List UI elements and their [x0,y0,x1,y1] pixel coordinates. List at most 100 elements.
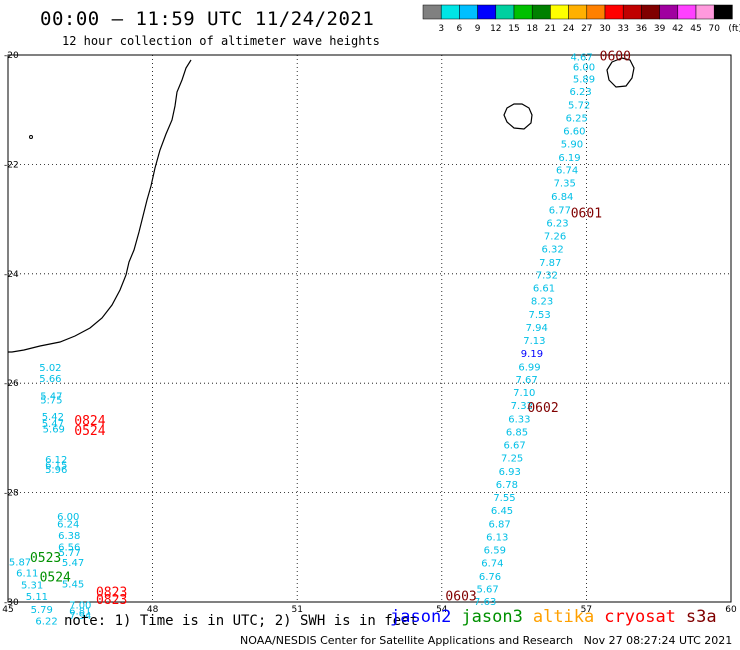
madagascar-coastline [8,59,192,353]
wave-height-value: 6.32 [542,245,564,256]
colorbar-label: 45 [690,24,701,34]
wave-height-value: 6.61 [533,284,555,295]
colorbar-swatch [677,4,697,20]
map-frame [7,54,732,603]
wave-height-value: 5.72 [568,100,590,111]
satellite-legend-altika: altika [532,607,595,627]
lat-tick-label: -30 [4,598,19,608]
colorbar-swatch [713,4,733,20]
wave-height-value: 9.19 [521,349,543,360]
colorbar-label: 3 [438,24,444,34]
wave-height-value: 6.67 [503,441,525,452]
wave-height-value: 6.12 [45,455,67,466]
footnote: note: 1) Time is in UTC; 2) SWH is in fe… [64,613,419,629]
colorbar-swatch [477,4,497,20]
colorbar-label: 36 [636,24,648,34]
colorbar-swatch [440,4,460,20]
wave-height-value: 6.56 [58,542,80,553]
colorbar-label: 12 [490,24,501,34]
small-island-outline [29,135,33,139]
wave-height-value: 6.93 [499,467,521,478]
wave-height-value: 7.63 [474,597,496,608]
colorbar-label: 39 [654,24,666,34]
wave-height-value: 8.23 [531,297,553,308]
wave-height-value: 5.96 [45,465,67,476]
pass-time-label: 0603 [445,590,476,605]
wave-height-value: 6.77 [549,205,571,216]
wave-height-value: 7.32 [536,270,558,281]
colorbar-swatch [622,4,642,20]
lon-tick-label: 54 [436,605,448,615]
lon-tick-label: 51 [291,605,302,615]
wave-height-value: 6.33 [508,414,530,425]
colorbar-swatch [513,4,533,20]
wave-height-value: 7.35 [554,179,576,190]
wave-height-value: 7.67 [515,375,537,386]
pass-time-label: 0602 [527,401,558,416]
lat-tick-label: -28 [4,489,19,499]
lat-tick-label: -26 [4,379,19,389]
wave-height-value: 7.25 [501,454,523,465]
pass-time-label: 0524 [74,424,105,439]
wave-height-value: 6.23 [569,87,591,98]
wave-height-value: 6.78 [496,480,518,491]
lon-tick-label: 60 [725,605,737,615]
wave-height-value: 7.32 [511,401,533,412]
wave-height-value: 6.84 [551,192,573,203]
satellite-legend-jason2: jason2 [390,607,452,627]
wave-height-value: 5.69 [43,425,65,436]
wave-height-value: 5.31 [21,581,43,592]
credit-line: NOAA/NESDIS Center for Satellite Applica… [240,634,733,647]
wave-height-value: 5.67 [476,584,498,595]
colorbar-label: 24 [563,24,575,34]
lon-tick-label: 57 [581,605,592,615]
wave-height-value: 5.77 [59,548,81,559]
wave-height-value: 5.75 [40,396,62,407]
wave-height-value: 6.85 [506,427,528,438]
colorbar-swatch [586,4,606,20]
wave-height-value: 6.15 [45,460,67,471]
wave-height-value: 6.81 [69,606,91,617]
wave-height-value: 6.60 [563,127,585,138]
wave-height-value: 5.90 [561,140,583,151]
satellite-legend: jason2 jason3 altika cryosat s3a [390,607,727,627]
wave-height-value: 5.45 [62,579,84,590]
colorbar-label: 27 [581,24,592,34]
colorbar-label: 18 [526,24,538,34]
wave-height-value: 6.74 [556,165,578,176]
colorbar-label: 15 [508,24,519,34]
wave-height-value: 5.02 [39,363,61,374]
wave-height-value: 6.22 [35,617,57,628]
wave-height-value: 5.47 [62,558,84,569]
wave-height-value: 6.11 [16,569,38,580]
colorbar-label: 9 [475,24,481,34]
lon-tick-label: 48 [147,605,159,615]
wave-height-value: 6.59 [484,546,506,557]
wave-height-value: 5.47 [42,419,64,430]
colorbar-swatch [495,4,515,20]
wave-height-value: 6.76 [479,572,501,583]
wave-height-value: 7.13 [523,336,545,347]
colorbar-label: 6 [457,24,463,34]
reunion-island-outline [503,103,533,130]
colorbar-label: 21 [545,24,556,34]
colorbar-swatch [695,4,715,20]
wave-height-value: 7.94 [69,611,91,622]
page-title: 00:00 – 11:59 UTC 11/24/2021 [40,8,375,30]
pass-time-label: 0600 [600,50,631,65]
wave-height-value: 5.42 [42,412,64,423]
colorbar-label: 42 [672,24,683,34]
wave-height-value: 7.87 [539,258,561,269]
wave-height-value: 6.99 [518,362,540,373]
wave-height-value: 7.26 [544,232,566,243]
colorbar-swatch [422,4,442,20]
pass-time-label: 0524 [40,570,71,585]
lat-tick-label: -24 [4,270,19,280]
colorbar-swatch [531,4,551,20]
page-subtitle: 12 hour collection of altimeter wave hei… [62,34,380,48]
colorbar-unit: (ft) [728,24,740,34]
wave-height-value: 7.00 [69,600,91,611]
lat-tick-label: -22 [4,160,19,170]
pass-time-label: 0601 [571,207,602,222]
